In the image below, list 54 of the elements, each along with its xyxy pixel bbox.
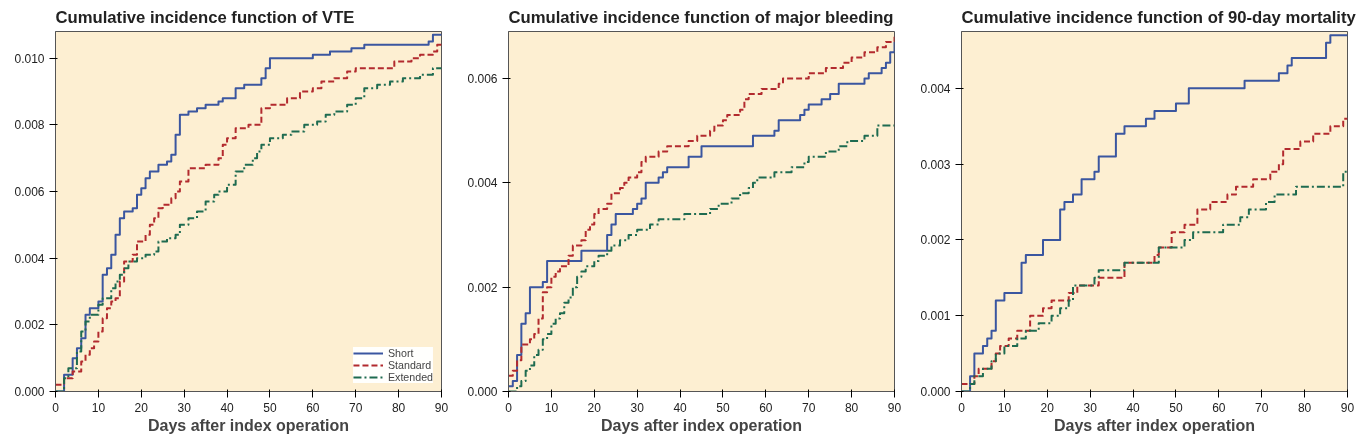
x-tick-label: 10: [544, 400, 559, 415]
y-tick-label: 0.004: [467, 176, 498, 191]
x-tick-label: 80: [1297, 400, 1312, 415]
y-tick-label: 0.000: [14, 385, 45, 399]
y-tick-label: 0.002: [467, 280, 498, 295]
x-tick-label: 60: [1212, 400, 1226, 415]
x-tick-label: 80: [391, 400, 406, 415]
y-tick-label: 0.000: [920, 385, 951, 399]
x-tick-label: 20: [134, 400, 149, 415]
x-tick-label: 30: [630, 400, 645, 415]
x-axis-title: Days after index operation: [1054, 416, 1255, 434]
y-tick-label: 0.010: [14, 51, 45, 66]
x-tick-label: 90: [1340, 400, 1355, 415]
x-tick-label: 40: [220, 400, 235, 415]
x-tick-label: 50: [1169, 400, 1183, 415]
x-tick-label: 20: [587, 400, 602, 415]
x-tick-label: 0: [52, 400, 60, 415]
x-axis-title: Days after index operation: [148, 416, 349, 434]
x-tick-label: 60: [759, 400, 773, 415]
chart-title: Cumulative incidence function of 90-day mortality: [961, 7, 1357, 27]
x-tick-label: 0: [505, 400, 513, 415]
x-tick-label: 80: [844, 400, 859, 415]
x-tick-label: 20: [1040, 400, 1055, 415]
y-tick-label: 0.008: [14, 118, 45, 133]
y-tick-label: 0.003: [920, 157, 951, 172]
y-tick-label: 0.000: [467, 385, 498, 399]
x-tick-label: 90: [434, 400, 449, 415]
y-tick-label: 0.006: [467, 71, 498, 86]
x-tick-label: 40: [1126, 400, 1141, 415]
x-axis-title: Days after index operation: [601, 416, 802, 434]
y-tick-label: 0.002: [920, 233, 951, 248]
x-tick-label: 70: [802, 400, 816, 415]
x-tick-label: 0: [958, 400, 966, 415]
legend-label: Short: [387, 347, 414, 359]
x-tick-label: 70: [349, 400, 363, 415]
x-tick-label: 30: [1083, 400, 1098, 415]
y-tick-label: 0.002: [14, 318, 45, 333]
x-tick-label: 30: [177, 400, 192, 415]
y-tick-label: 0.006: [14, 185, 45, 199]
x-tick-label: 90: [887, 400, 902, 415]
x-tick-label: 50: [263, 400, 277, 415]
x-tick-label: 10: [997, 400, 1012, 415]
x-tick-label: 10: [91, 400, 106, 415]
y-tick-label: 0.001: [920, 309, 951, 324]
x-tick-label: 50: [716, 400, 730, 415]
y-tick-label: 0.004: [14, 251, 45, 266]
chart-title: Cumulative incidence function of major bleeding: [508, 7, 894, 27]
x-tick-label: 60: [306, 400, 320, 415]
x-tick-label: 70: [1255, 400, 1269, 415]
chart-title: Cumulative incidence function of VTE: [55, 7, 355, 27]
legend-label: Extended: [387, 371, 433, 383]
legend-label: Standard: [387, 359, 432, 371]
x-tick-label: 40: [673, 400, 688, 415]
y-tick-label: 0.004: [920, 81, 951, 96]
